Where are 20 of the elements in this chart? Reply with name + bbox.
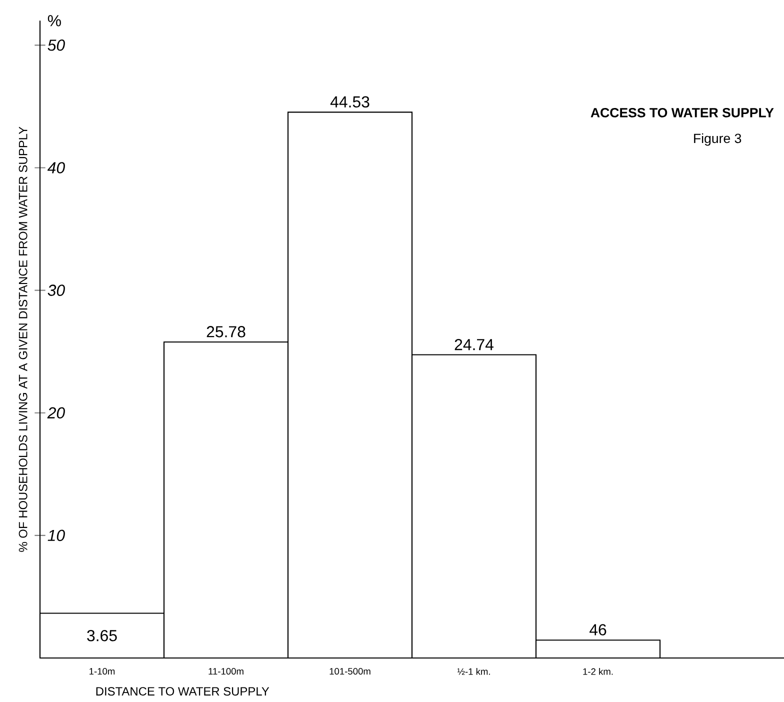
y-tick-label: 30: [48, 284, 65, 296]
y-tick-label: 40: [47, 162, 65, 174]
x-tick-label: ½-1 km.: [457, 668, 490, 675]
data-label: 25.78: [206, 326, 246, 338]
annotation: %: [48, 15, 61, 26]
data-label: 44.53: [330, 96, 370, 108]
y-tick-label: 10: [48, 530, 65, 542]
y-axis-title: % OF HOUSEHOLDS LIVING AT A GIVEN DISTANCE FROM WATER SUPPLY: [18, 126, 28, 552]
y-tick-label: 50: [48, 40, 65, 51]
x-tick-label: 1-2 km.: [583, 668, 613, 675]
x-axis-title: DISTANCE TO WATER SUPPLY: [96, 687, 270, 696]
x-tick-label: 1-10m: [90, 668, 115, 675]
text: Figure 3: [694, 133, 742, 146]
text: ACCESS TO WATER SUPPLY: [590, 108, 774, 118]
y-tick-label: 20: [47, 407, 65, 419]
x-tick-label: 101-500m: [330, 668, 370, 675]
data-label: 3.65: [87, 630, 117, 642]
x-tick-label: 11-100m: [208, 668, 244, 675]
annotation: 46: [590, 624, 606, 636]
data-label: 24.74: [454, 338, 494, 350]
